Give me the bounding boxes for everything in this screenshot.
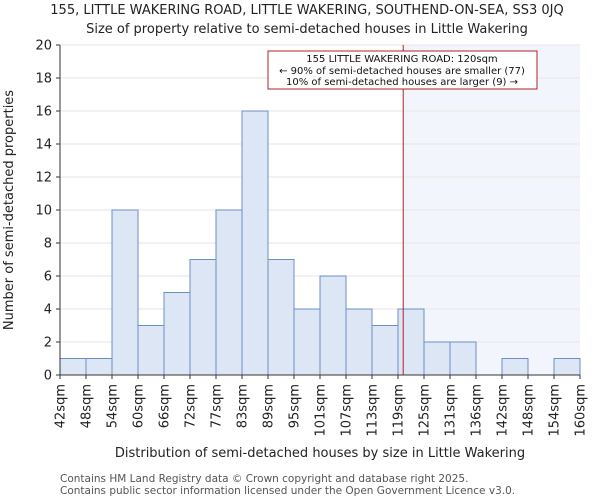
bar	[112, 210, 138, 375]
footer-copyright: Contains HM Land Registry data © Crown c…	[60, 473, 468, 485]
bar	[424, 342, 450, 375]
y-axis-label: Number of semi-detached properties	[2, 90, 17, 330]
x-tick-label: 54sqm	[106, 384, 121, 428]
bar	[268, 260, 294, 376]
annotation-box: 155 LITTLE WAKERING ROAD: 120sqm ← 90% o…	[268, 51, 537, 89]
bar	[164, 293, 190, 376]
y-tick-label: 16	[35, 105, 52, 120]
chart-subtitle: Size of property relative to semi-detach…	[86, 22, 528, 37]
x-tick-label: 160sqm	[574, 384, 589, 437]
y-tick-label: 6	[44, 270, 52, 285]
x-tick-label: 48sqm	[80, 384, 95, 428]
x-tick-label: 77sqm	[210, 384, 225, 428]
x-tick-label: 125sqm	[418, 384, 433, 437]
x-tick-label: 89sqm	[262, 384, 277, 428]
chart-title: 155, LITTLE WAKERING ROAD, LITTLE WAKERI…	[50, 3, 563, 18]
x-tick-label: 154sqm	[548, 384, 563, 437]
footer-licence: Contains public sector information licen…	[60, 485, 515, 497]
histogram-chart: 155, LITTLE WAKERING ROAD, LITTLE WAKERI…	[0, 0, 600, 500]
x-tick-label: 107sqm	[340, 384, 355, 437]
x-tick-label: 142sqm	[496, 384, 511, 437]
y-tick-label: 18	[35, 72, 52, 87]
y-tick-label: 20	[35, 39, 52, 54]
x-tick-label: 113sqm	[366, 384, 381, 437]
x-tick-label: 101sqm	[314, 384, 329, 437]
bar	[242, 111, 268, 375]
x-tick-label: 119sqm	[392, 384, 407, 437]
y-tick-label: 10	[35, 204, 52, 219]
bar	[450, 342, 476, 375]
y-tick-label: 4	[44, 303, 52, 318]
x-tick-label: 136sqm	[470, 384, 485, 437]
annotation-line-larger: 10% of semi-detached houses are larger (…	[286, 77, 518, 88]
x-tick-label: 131sqm	[444, 384, 459, 437]
y-tick-label: 12	[35, 171, 52, 186]
x-tick-label: 42sqm	[54, 384, 69, 428]
bar	[60, 359, 86, 376]
x-axis-label: Distribution of semi-detached houses by …	[115, 446, 525, 461]
bar	[372, 326, 398, 376]
y-tick-label: 14	[35, 138, 52, 153]
bar	[398, 309, 424, 375]
bar	[554, 359, 580, 376]
annotation-line-property: 155 LITTLE WAKERING ROAD: 120sqm	[306, 54, 497, 65]
x-tick-label: 72sqm	[184, 384, 199, 428]
bar	[216, 210, 242, 375]
bar	[190, 260, 216, 376]
x-tick-label: 83sqm	[236, 384, 251, 428]
y-tick-label: 2	[44, 336, 52, 351]
x-tick-label: 148sqm	[522, 384, 537, 437]
x-tick-label: 66sqm	[158, 384, 173, 428]
y-tick-label: 8	[44, 237, 52, 252]
x-tick-label: 95sqm	[288, 384, 303, 428]
bar	[346, 309, 372, 375]
bar	[294, 309, 320, 375]
annotation-line-smaller: ← 90% of semi-detached houses are smalle…	[279, 66, 525, 77]
bar	[86, 359, 112, 376]
bar	[502, 359, 528, 376]
bar	[320, 276, 346, 375]
x-tick-label: 60sqm	[132, 384, 147, 428]
bar	[138, 326, 164, 376]
y-tick-label: 0	[44, 369, 52, 384]
